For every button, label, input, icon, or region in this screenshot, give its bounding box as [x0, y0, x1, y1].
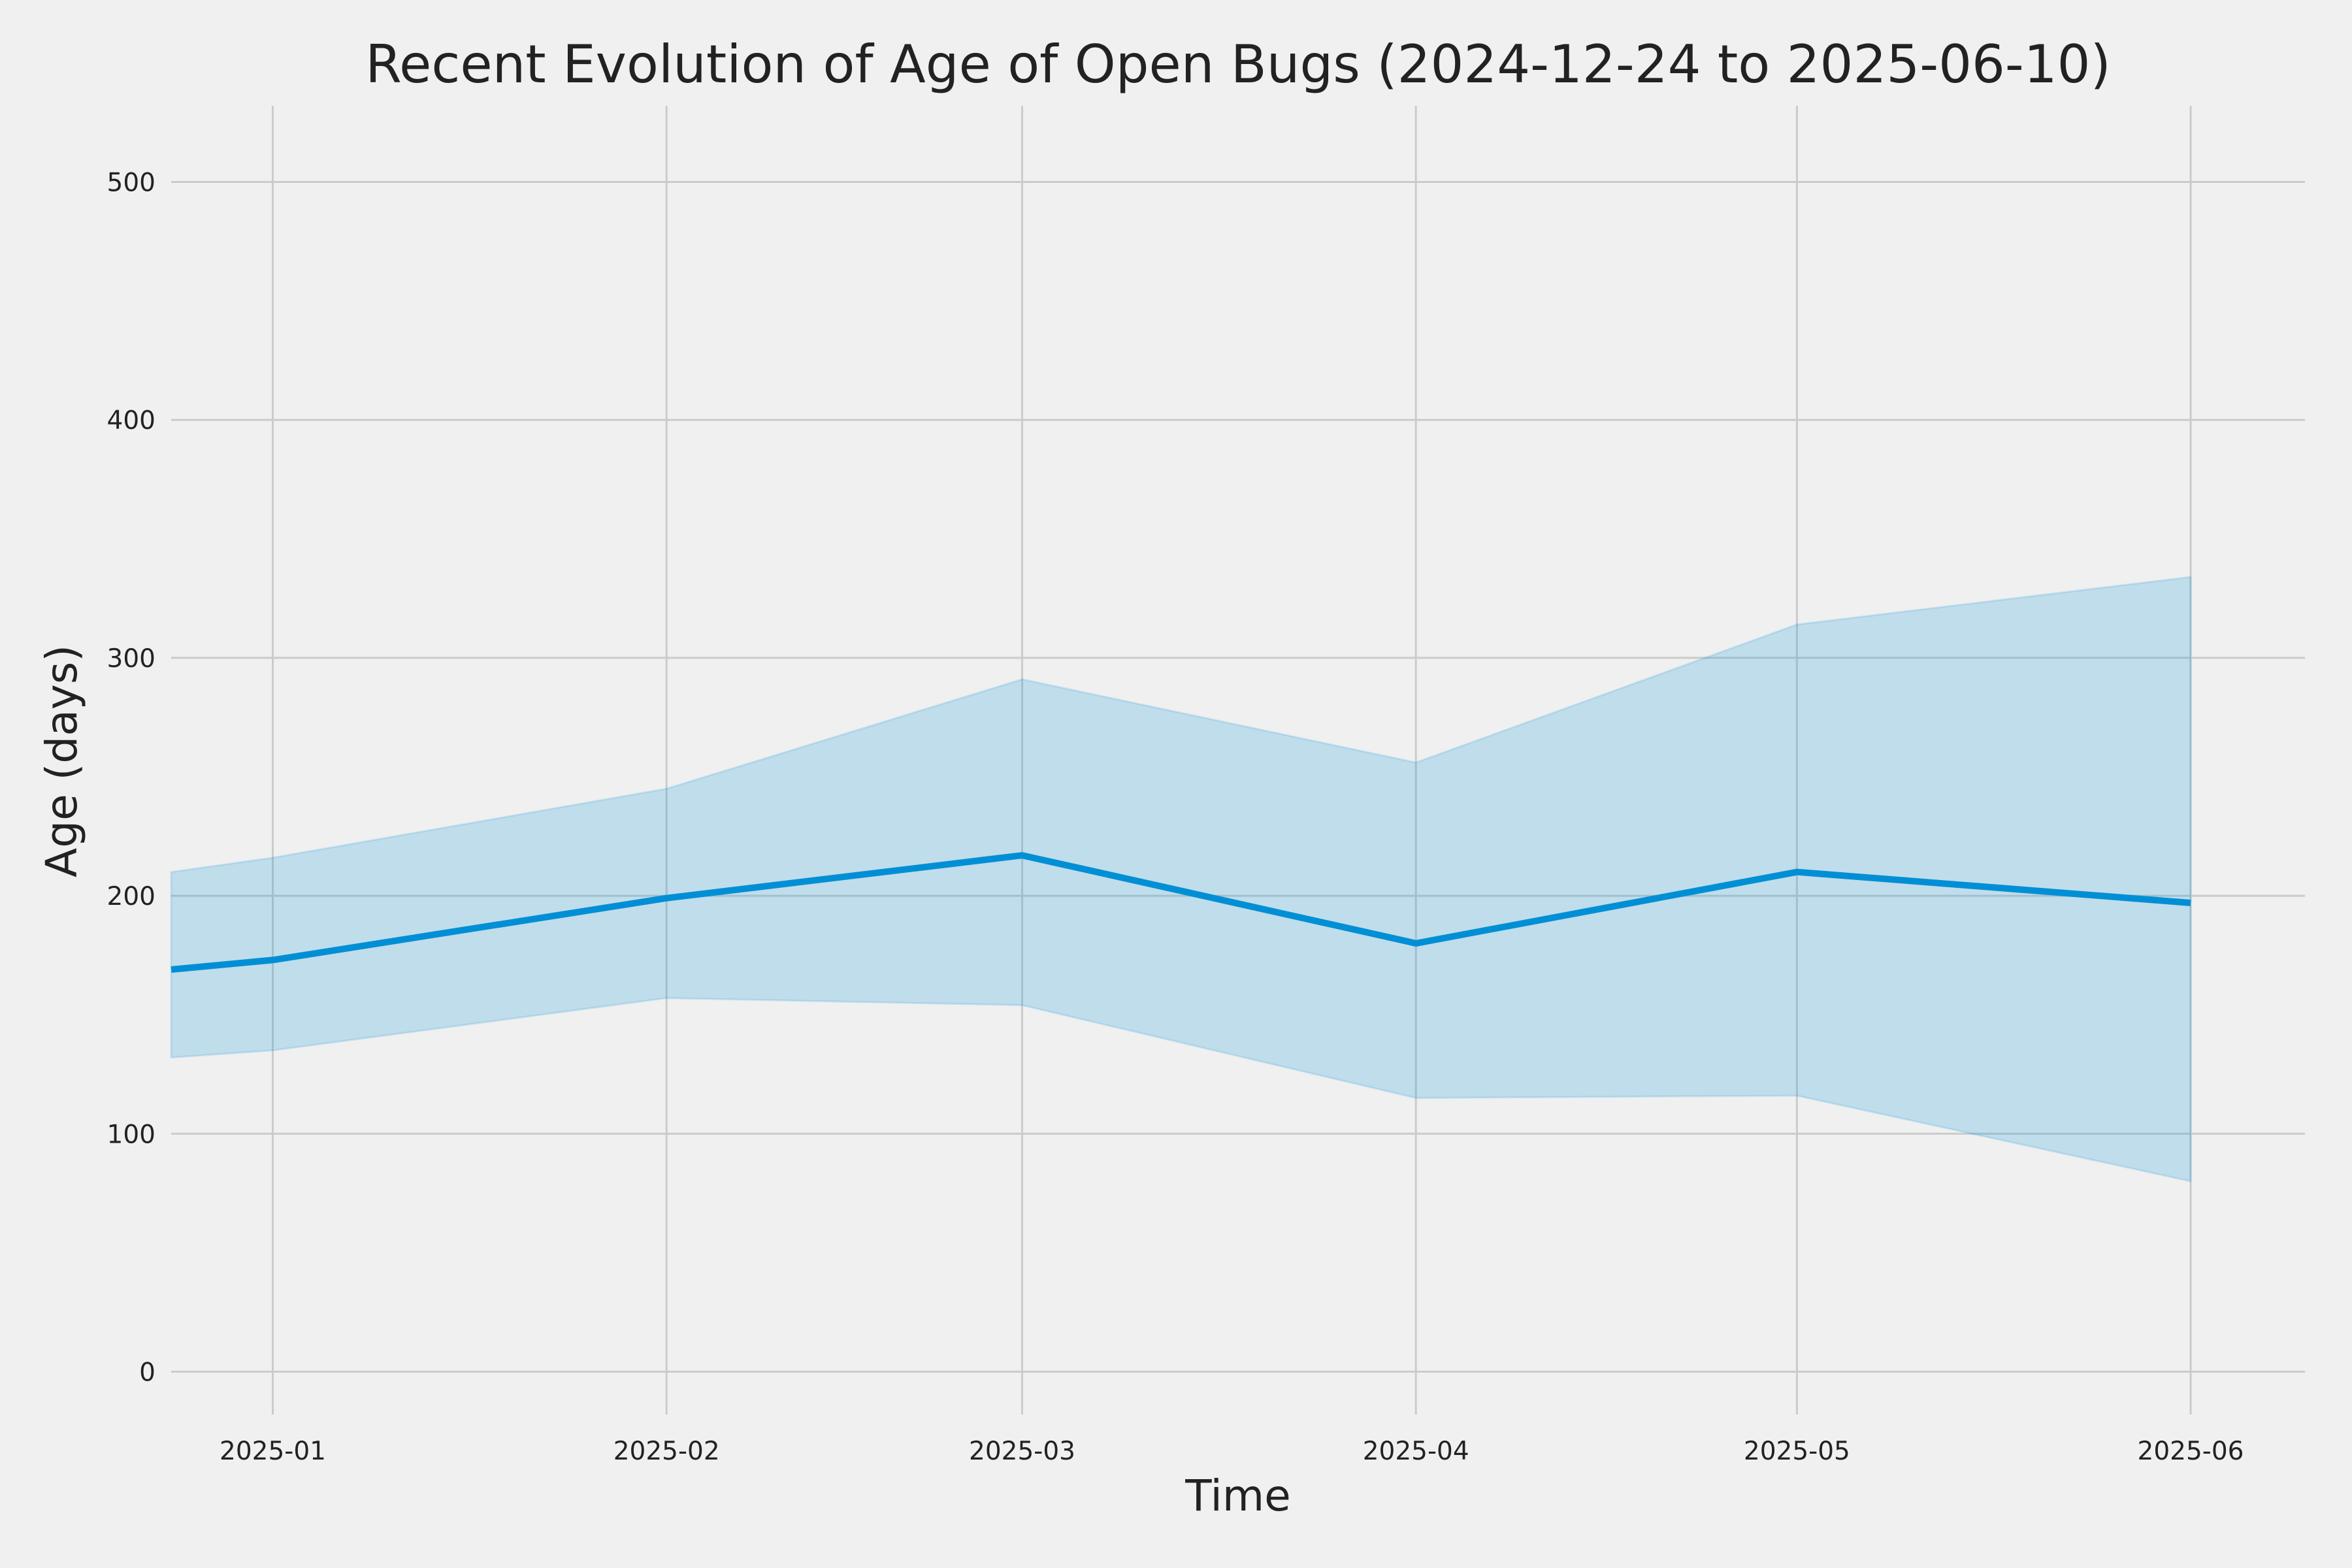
- y-tick-labels: 0 100 200 300 400 500: [107, 169, 155, 1388]
- y-gridlines: [171, 181, 2305, 1373]
- x-tick-label: 2025-02: [613, 1437, 720, 1466]
- series-line-layer: [171, 852, 2191, 973]
- x-tick-label: 2025-04: [1363, 1437, 1469, 1466]
- y-tick-label: 500: [107, 169, 155, 198]
- confidence-band: [170, 576, 2192, 1183]
- x-tick-label: 2025-05: [1744, 1437, 1850, 1466]
- y-axis-label: Age (days): [37, 645, 87, 877]
- x-tick-label: 2025-01: [220, 1437, 326, 1466]
- series-line: [171, 852, 2191, 973]
- x-axis-label: Time: [1184, 1471, 1291, 1521]
- chart-title: Recent Evolution of Age of Open Bugs (20…: [365, 34, 2111, 95]
- y-tick-label: 400: [107, 406, 155, 436]
- x-tick-labels: 2025-01 2025-02 2025-03 2025-04 2025-05 2025-…: [220, 1437, 2244, 1466]
- x-gridlines: [272, 106, 2192, 1414]
- confidence-band-layer: [170, 576, 2192, 1183]
- y-tick-label: 100: [107, 1120, 155, 1149]
- y-tick-label: 0: [139, 1358, 155, 1387]
- y-tick-label: 200: [107, 882, 155, 911]
- x-tick-label: 2025-03: [969, 1437, 1075, 1466]
- x-tick-label: 2025-06: [2138, 1437, 2244, 1466]
- y-tick-label: 300: [107, 644, 155, 674]
